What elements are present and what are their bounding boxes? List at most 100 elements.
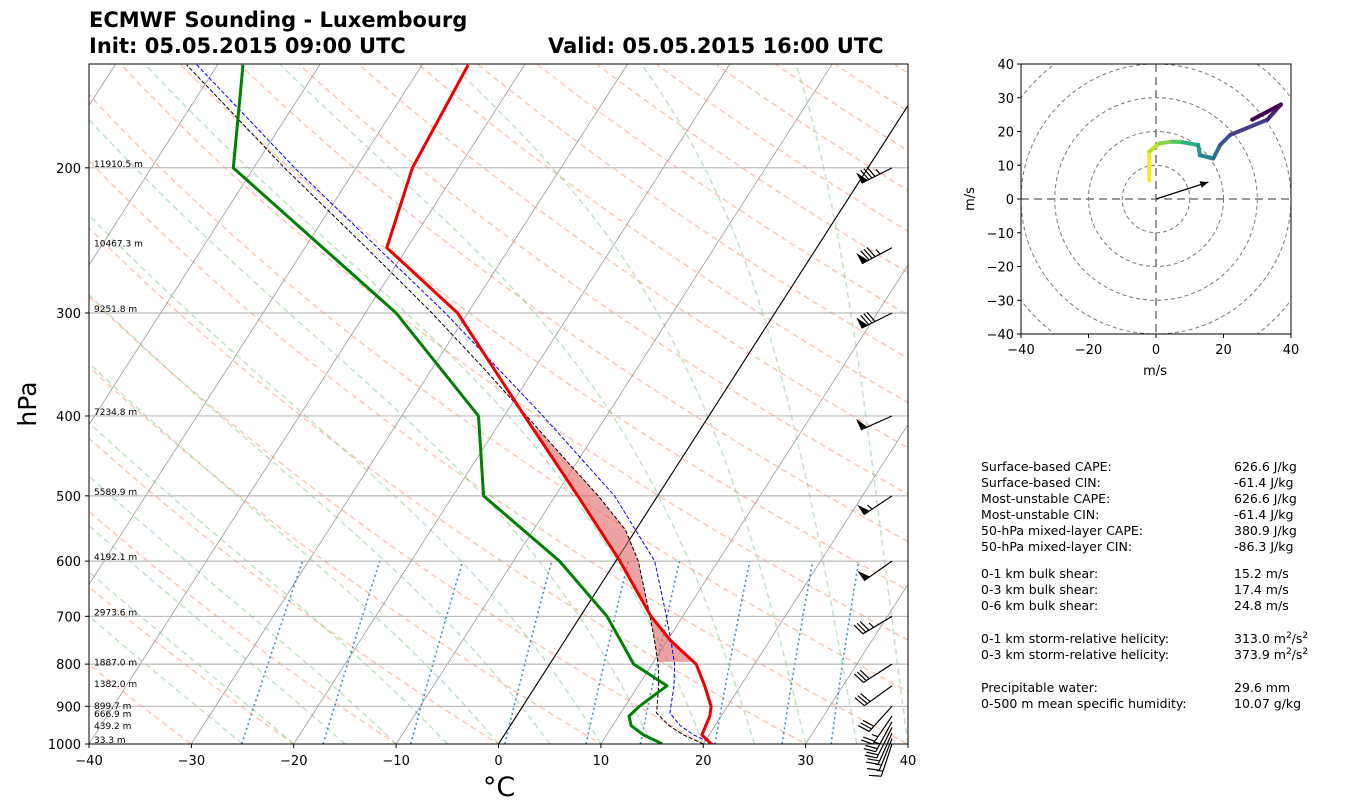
wind-barb-feather [860, 169, 870, 180]
moist-adiabat [89, 214, 602, 744]
param-label: Surface-based CIN: [981, 475, 1101, 490]
wind-barb [856, 311, 893, 329]
valid-time: Valid: 05.05.2015 16:00 UTC [548, 34, 884, 58]
wind-barb-staff [863, 560, 893, 582]
wind-barb [861, 715, 893, 745]
param-value: 380.9 J/kg [1234, 523, 1297, 538]
x-tick-label: −40 [75, 754, 102, 769]
param-label: 0-6 km bulk shear: [981, 598, 1099, 613]
moist-adiabat [89, 361, 500, 744]
wind-barb-feather [854, 697, 865, 707]
wind-barb-staff [861, 247, 893, 265]
height-label: 2973.6 m [94, 608, 137, 618]
dry-adiabat [358, 64, 908, 449]
wind-barb-feather [863, 313, 873, 324]
dry-adiabat [478, 64, 908, 360]
isotherm [600, 264, 908, 744]
wind-barb-feather [864, 754, 877, 759]
isotherm [191, 64, 628, 744]
isotherm [702, 423, 908, 744]
mixing-ratio-line [781, 560, 814, 744]
param-label: 50-hPa mixed-layer CIN: [981, 539, 1133, 554]
wind-barb-feather [867, 758, 880, 762]
wind-barb [857, 560, 893, 582]
moist-adiabat [89, 293, 551, 744]
wind-barb-feather [859, 669, 870, 680]
parcel-line [186, 64, 704, 744]
y-tick-label: 900 [56, 700, 81, 715]
height-label: 439.2 m [94, 722, 131, 732]
wind-barb-staff [862, 615, 893, 635]
param-label: 0-3 km bulk shear: [981, 582, 1099, 597]
moist-adiabat [795, 64, 908, 744]
param-label: 0-1 km storm-relative helicity: [981, 631, 1170, 646]
wind-barb-staff [864, 685, 893, 707]
wind-barb-flag [856, 172, 868, 184]
mixing-ratio-line [322, 560, 381, 744]
height-label: 7234.8 m [94, 408, 137, 418]
param-label: 50-hPa mixed-layer CAPE: [981, 523, 1144, 538]
moist-adiabat [450, 64, 807, 744]
param-label: 0-3 km storm-relative helicity: [981, 647, 1170, 662]
wind-barb-half-feather [868, 622, 874, 628]
moist-adiabat [89, 118, 653, 744]
wind-barb-feather [853, 624, 864, 635]
wind-barb-half-feather [875, 249, 881, 255]
wind-barb-feather [860, 693, 871, 703]
wind-barb-staff [872, 715, 893, 745]
wind-barb [853, 663, 893, 683]
param-value: 17.4 m/s [1234, 582, 1289, 597]
wind-barb-half-feather [875, 168, 881, 175]
param-value: 313.0 m2/s2 [1234, 631, 1309, 646]
wind-barb-staff [863, 663, 893, 683]
param-value: 15.2 m/s [1234, 566, 1289, 581]
moist-adiabat [640, 64, 858, 744]
height-label: 9251.8 m [94, 305, 137, 315]
moist-adiabat [89, 524, 346, 744]
height-label: 1382.0 m [94, 680, 137, 690]
isotherm [395, 64, 833, 744]
wind-barb-flag [856, 253, 869, 264]
mixing-ratio-line [409, 560, 464, 744]
wind-barb-feather [866, 311, 876, 322]
y-axis-label: hPa [13, 381, 42, 426]
wind-barb [857, 705, 893, 732]
wind-barb-staff [876, 727, 893, 759]
wind-barb-half-feather [873, 741, 881, 745]
wind-barb-flag [857, 504, 870, 515]
param-label: 0-500 m mean specific humidity: [981, 696, 1187, 711]
dewpoint-line [231, 64, 669, 744]
wind-barb-staff [875, 721, 893, 752]
y-tick-label: 600 [56, 555, 81, 570]
temperature-line [385, 64, 713, 744]
isotherm [0, 64, 13, 744]
wind-barb [863, 721, 893, 753]
height-label: 666.9 m [94, 710, 131, 720]
x-tick-label: −10 [382, 754, 409, 769]
x-tick-label: 0 [494, 754, 502, 769]
param-label: Precipitable water: [981, 680, 1098, 695]
param-value: -61.4 J/kg [1234, 475, 1294, 490]
isotherm [293, 64, 731, 744]
wind-barb-staff [868, 705, 893, 732]
mixing-ratio-line [714, 560, 751, 744]
wind-barb-feather [859, 621, 870, 631]
y-tick-label: 300 [56, 307, 81, 322]
param-label: Most-unstable CAPE: [981, 491, 1111, 506]
skewt-frame [88, 63, 909, 745]
mixing-ratio-line [585, 560, 630, 744]
zero-isotherm [498, 104, 908, 744]
height-label: 11910.5 m [94, 160, 143, 170]
wind-barb [856, 166, 893, 184]
y-tick-label: 400 [56, 410, 81, 425]
param-label: Most-unstable CIN: [981, 507, 1100, 522]
height-label: 4192.1 m [94, 553, 137, 563]
x-axis-label: °C [483, 772, 515, 803]
wind-barb-feather [863, 748, 876, 753]
param-value: 10.07 g/kg [1234, 696, 1302, 711]
wind-barb-feather [861, 739, 874, 745]
wind-barb-half-feather [871, 734, 879, 738]
y-tick-label: 700 [56, 610, 81, 625]
isotherm [89, 64, 526, 744]
wind-barb-staff [877, 732, 893, 765]
